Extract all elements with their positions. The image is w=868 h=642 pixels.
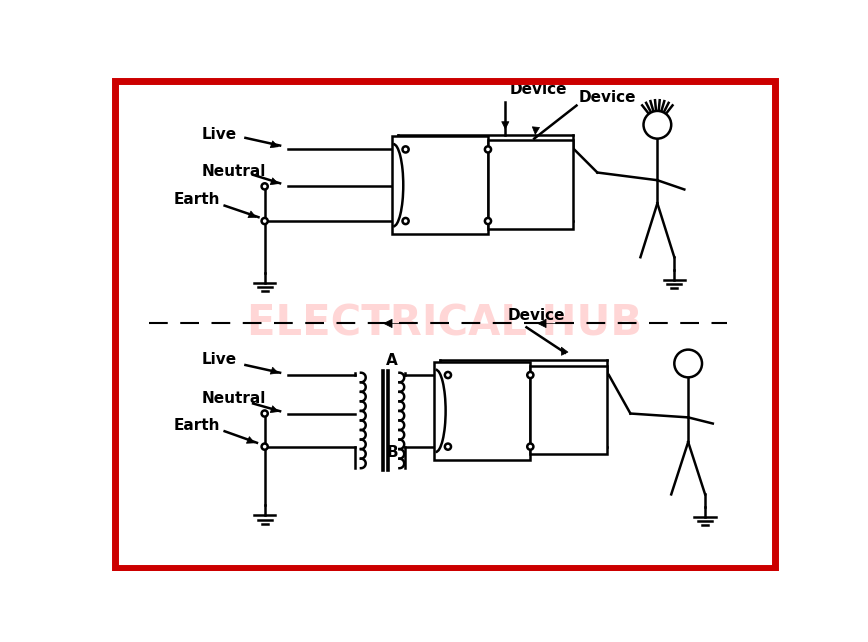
Circle shape xyxy=(261,218,267,224)
Text: Device: Device xyxy=(579,90,636,105)
Circle shape xyxy=(261,184,267,189)
Circle shape xyxy=(261,444,267,449)
Circle shape xyxy=(485,146,491,153)
Text: Neutral: Neutral xyxy=(201,164,266,178)
Circle shape xyxy=(527,444,534,449)
Text: Live: Live xyxy=(201,126,237,142)
Text: Earth: Earth xyxy=(174,418,220,433)
Bar xyxy=(530,366,608,455)
Circle shape xyxy=(403,218,409,224)
Circle shape xyxy=(261,410,267,417)
Text: ELECTRICAL HUB: ELECTRICAL HUB xyxy=(247,302,642,345)
Text: A: A xyxy=(386,353,398,368)
Bar xyxy=(434,362,530,460)
Circle shape xyxy=(643,111,671,139)
Bar xyxy=(391,136,488,234)
Text: Live: Live xyxy=(201,352,237,367)
Text: B: B xyxy=(386,446,398,460)
Circle shape xyxy=(485,218,491,224)
Circle shape xyxy=(445,444,451,449)
Circle shape xyxy=(403,146,409,153)
Text: Earth: Earth xyxy=(174,192,220,207)
Circle shape xyxy=(674,350,702,377)
Text: Device: Device xyxy=(507,308,565,322)
Text: Neutral: Neutral xyxy=(201,391,266,406)
Circle shape xyxy=(445,372,451,378)
Text: Device: Device xyxy=(510,82,567,97)
Bar xyxy=(488,140,573,229)
Circle shape xyxy=(527,372,534,378)
